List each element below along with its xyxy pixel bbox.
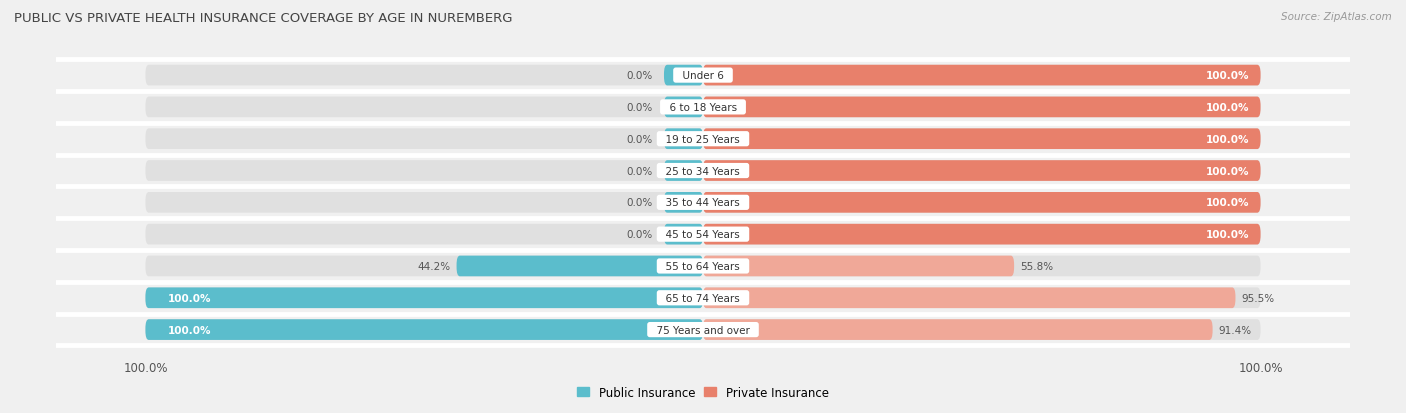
FancyBboxPatch shape	[703, 97, 1261, 118]
Text: 100.0%: 100.0%	[1206, 230, 1250, 240]
Text: 100.0%: 100.0%	[167, 293, 211, 303]
Text: 44.2%: 44.2%	[418, 261, 451, 271]
Text: 0.0%: 0.0%	[627, 103, 652, 113]
Text: 19 to 25 Years: 19 to 25 Years	[659, 134, 747, 145]
Text: 100.0%: 100.0%	[1206, 134, 1250, 145]
FancyBboxPatch shape	[145, 320, 703, 340]
FancyBboxPatch shape	[703, 192, 1261, 213]
Legend: Public Insurance, Private Insurance: Public Insurance, Private Insurance	[572, 381, 834, 404]
Text: 35 to 44 Years: 35 to 44 Years	[659, 198, 747, 208]
FancyBboxPatch shape	[145, 288, 703, 309]
FancyBboxPatch shape	[145, 256, 703, 277]
Text: 0.0%: 0.0%	[627, 71, 652, 81]
Text: 0.0%: 0.0%	[627, 134, 652, 145]
FancyBboxPatch shape	[703, 288, 1236, 309]
Text: 0.0%: 0.0%	[627, 230, 652, 240]
FancyBboxPatch shape	[145, 129, 703, 150]
FancyBboxPatch shape	[664, 161, 703, 181]
FancyBboxPatch shape	[703, 320, 1212, 340]
Text: 100.0%: 100.0%	[1206, 166, 1250, 176]
FancyBboxPatch shape	[457, 256, 703, 277]
FancyBboxPatch shape	[703, 66, 1261, 86]
Text: 55.8%: 55.8%	[1019, 261, 1053, 271]
FancyBboxPatch shape	[145, 320, 703, 340]
FancyBboxPatch shape	[145, 66, 703, 86]
FancyBboxPatch shape	[703, 256, 1014, 277]
FancyBboxPatch shape	[664, 66, 703, 86]
FancyBboxPatch shape	[664, 224, 703, 245]
Text: 6 to 18 Years: 6 to 18 Years	[662, 103, 744, 113]
FancyBboxPatch shape	[664, 192, 703, 213]
FancyBboxPatch shape	[703, 192, 1261, 213]
FancyBboxPatch shape	[703, 224, 1261, 245]
FancyBboxPatch shape	[703, 224, 1261, 245]
Text: 95.5%: 95.5%	[1241, 293, 1274, 303]
FancyBboxPatch shape	[664, 97, 703, 118]
Text: 91.4%: 91.4%	[1218, 325, 1251, 335]
Text: PUBLIC VS PRIVATE HEALTH INSURANCE COVERAGE BY AGE IN NUREMBERG: PUBLIC VS PRIVATE HEALTH INSURANCE COVER…	[14, 12, 513, 25]
FancyBboxPatch shape	[145, 224, 703, 245]
Text: 0.0%: 0.0%	[627, 166, 652, 176]
FancyBboxPatch shape	[703, 161, 1261, 181]
FancyBboxPatch shape	[703, 129, 1261, 150]
Text: 65 to 74 Years: 65 to 74 Years	[659, 293, 747, 303]
FancyBboxPatch shape	[703, 129, 1261, 150]
FancyBboxPatch shape	[145, 97, 703, 118]
Text: 75 Years and over: 75 Years and over	[650, 325, 756, 335]
Text: 25 to 34 Years: 25 to 34 Years	[659, 166, 747, 176]
FancyBboxPatch shape	[703, 66, 1261, 86]
FancyBboxPatch shape	[145, 161, 703, 181]
FancyBboxPatch shape	[703, 288, 1261, 309]
FancyBboxPatch shape	[703, 97, 1261, 118]
Text: 55 to 64 Years: 55 to 64 Years	[659, 261, 747, 271]
Text: 100.0%: 100.0%	[1206, 103, 1250, 113]
FancyBboxPatch shape	[145, 192, 703, 213]
Text: Source: ZipAtlas.com: Source: ZipAtlas.com	[1281, 12, 1392, 22]
Text: 45 to 54 Years: 45 to 54 Years	[659, 230, 747, 240]
Text: 100.0%: 100.0%	[167, 325, 211, 335]
FancyBboxPatch shape	[145, 288, 703, 309]
Text: Under 6: Under 6	[676, 71, 730, 81]
FancyBboxPatch shape	[703, 320, 1261, 340]
Text: 100.0%: 100.0%	[1206, 198, 1250, 208]
FancyBboxPatch shape	[703, 256, 1261, 277]
Text: 100.0%: 100.0%	[1206, 71, 1250, 81]
Text: 0.0%: 0.0%	[627, 198, 652, 208]
FancyBboxPatch shape	[703, 161, 1261, 181]
FancyBboxPatch shape	[664, 129, 703, 150]
